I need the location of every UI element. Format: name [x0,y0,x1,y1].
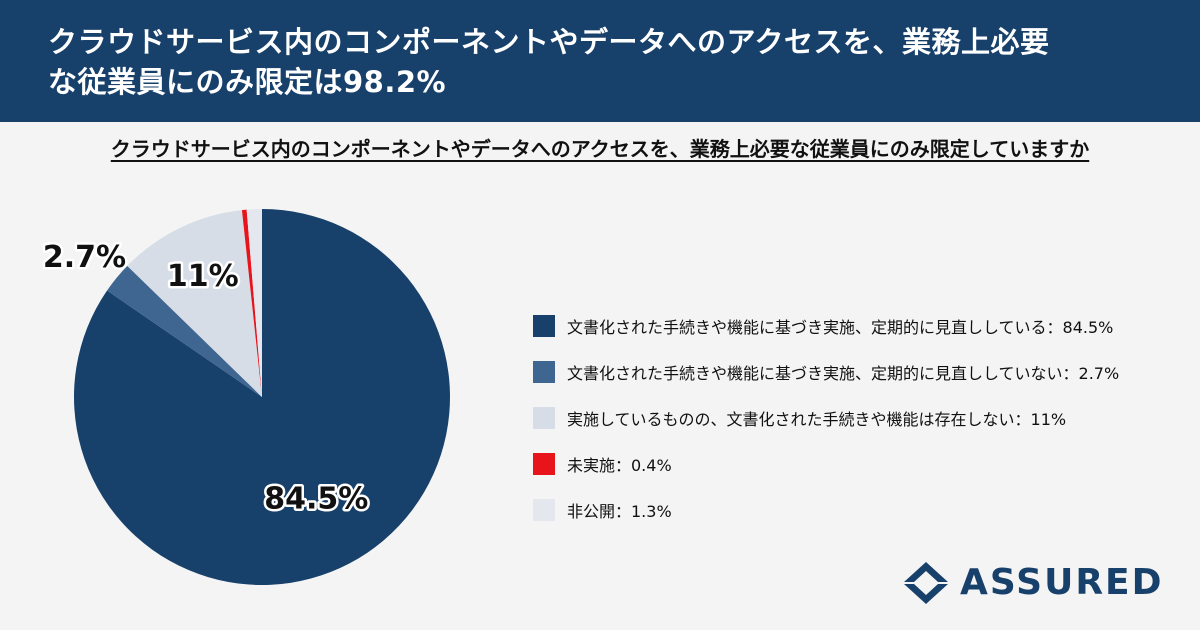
header-title-line2: な従業員にのみ限定は98.2% [48,65,447,99]
pie-slices [73,209,451,585]
legend-label: 文書化された手続きや機能に基づき実施、定期的に見直ししていない：2.7% [567,364,1120,383]
logo-text: ASSURED [960,561,1164,603]
assured-logo: ASSURED [902,560,1164,604]
legend-swatch [533,361,555,383]
pie-slice-reviewed [73,209,451,585]
question-title: クラウドサービス内のコンポーネントやデータへのアクセスを、業務上必要な従業員にの… [0,133,1200,162]
legend-item: 非公開：1.3% [533,498,1193,522]
pie-slice-undocumented [127,210,263,397]
legend-swatch [533,499,555,521]
legend-item: 文書化された手続きや機能に基づき実施、定期的に見直ししている：84.5% [533,314,1193,338]
pie-slice-undisclosed [246,209,262,397]
legend-label: 実施しているものの、文書化された手続きや機能は存在しない：11% [567,410,1067,429]
legend-swatch [533,453,555,475]
pie-label-undocumented: 11% [167,259,239,294]
legend-item: 文書化された手続きや機能に基づき実施、定期的に見直ししていない：2.7% [533,360,1193,384]
legend-item: 未実施：0.4% [533,452,1193,476]
pie-slice-not-reviewed [107,265,262,397]
question-text: クラウドサービス内のコンポーネントやデータへのアクセスを、業務上必要な従業員にの… [110,137,1090,161]
header-title-line1: クラウドサービス内のコンポーネントやデータへのアクセスを、業務上必要 [48,25,1050,59]
legend-label: 非公開：1.3% [567,502,672,521]
legend-label: 文書化された手続きや機能に基づき実施、定期的に見直ししている：84.5% [567,318,1114,337]
pie-label-reviewed: 84.5% [264,482,368,517]
pie-labels: 84.5% 2.7% 11% [40,237,370,519]
header-banner: クラウドサービス内のコンポーネントやデータへのアクセスを、業務上必要 な従業員に… [0,0,1200,122]
pie-slice-not-implemented [241,209,262,397]
legend-item: 実施しているものの、文書化された手続きや機能は存在しない：11% [533,406,1193,430]
legend: 文書化された手続きや機能に基づき実施、定期的に見直ししている：84.5% 文書化… [533,314,1193,544]
assured-logo-icon [904,562,948,604]
legend-swatch [533,315,555,337]
legend-swatch [533,407,555,429]
legend-label: 未実施：0.4% [567,456,672,475]
pie-label-not-reviewed: 2.7% [43,240,126,275]
